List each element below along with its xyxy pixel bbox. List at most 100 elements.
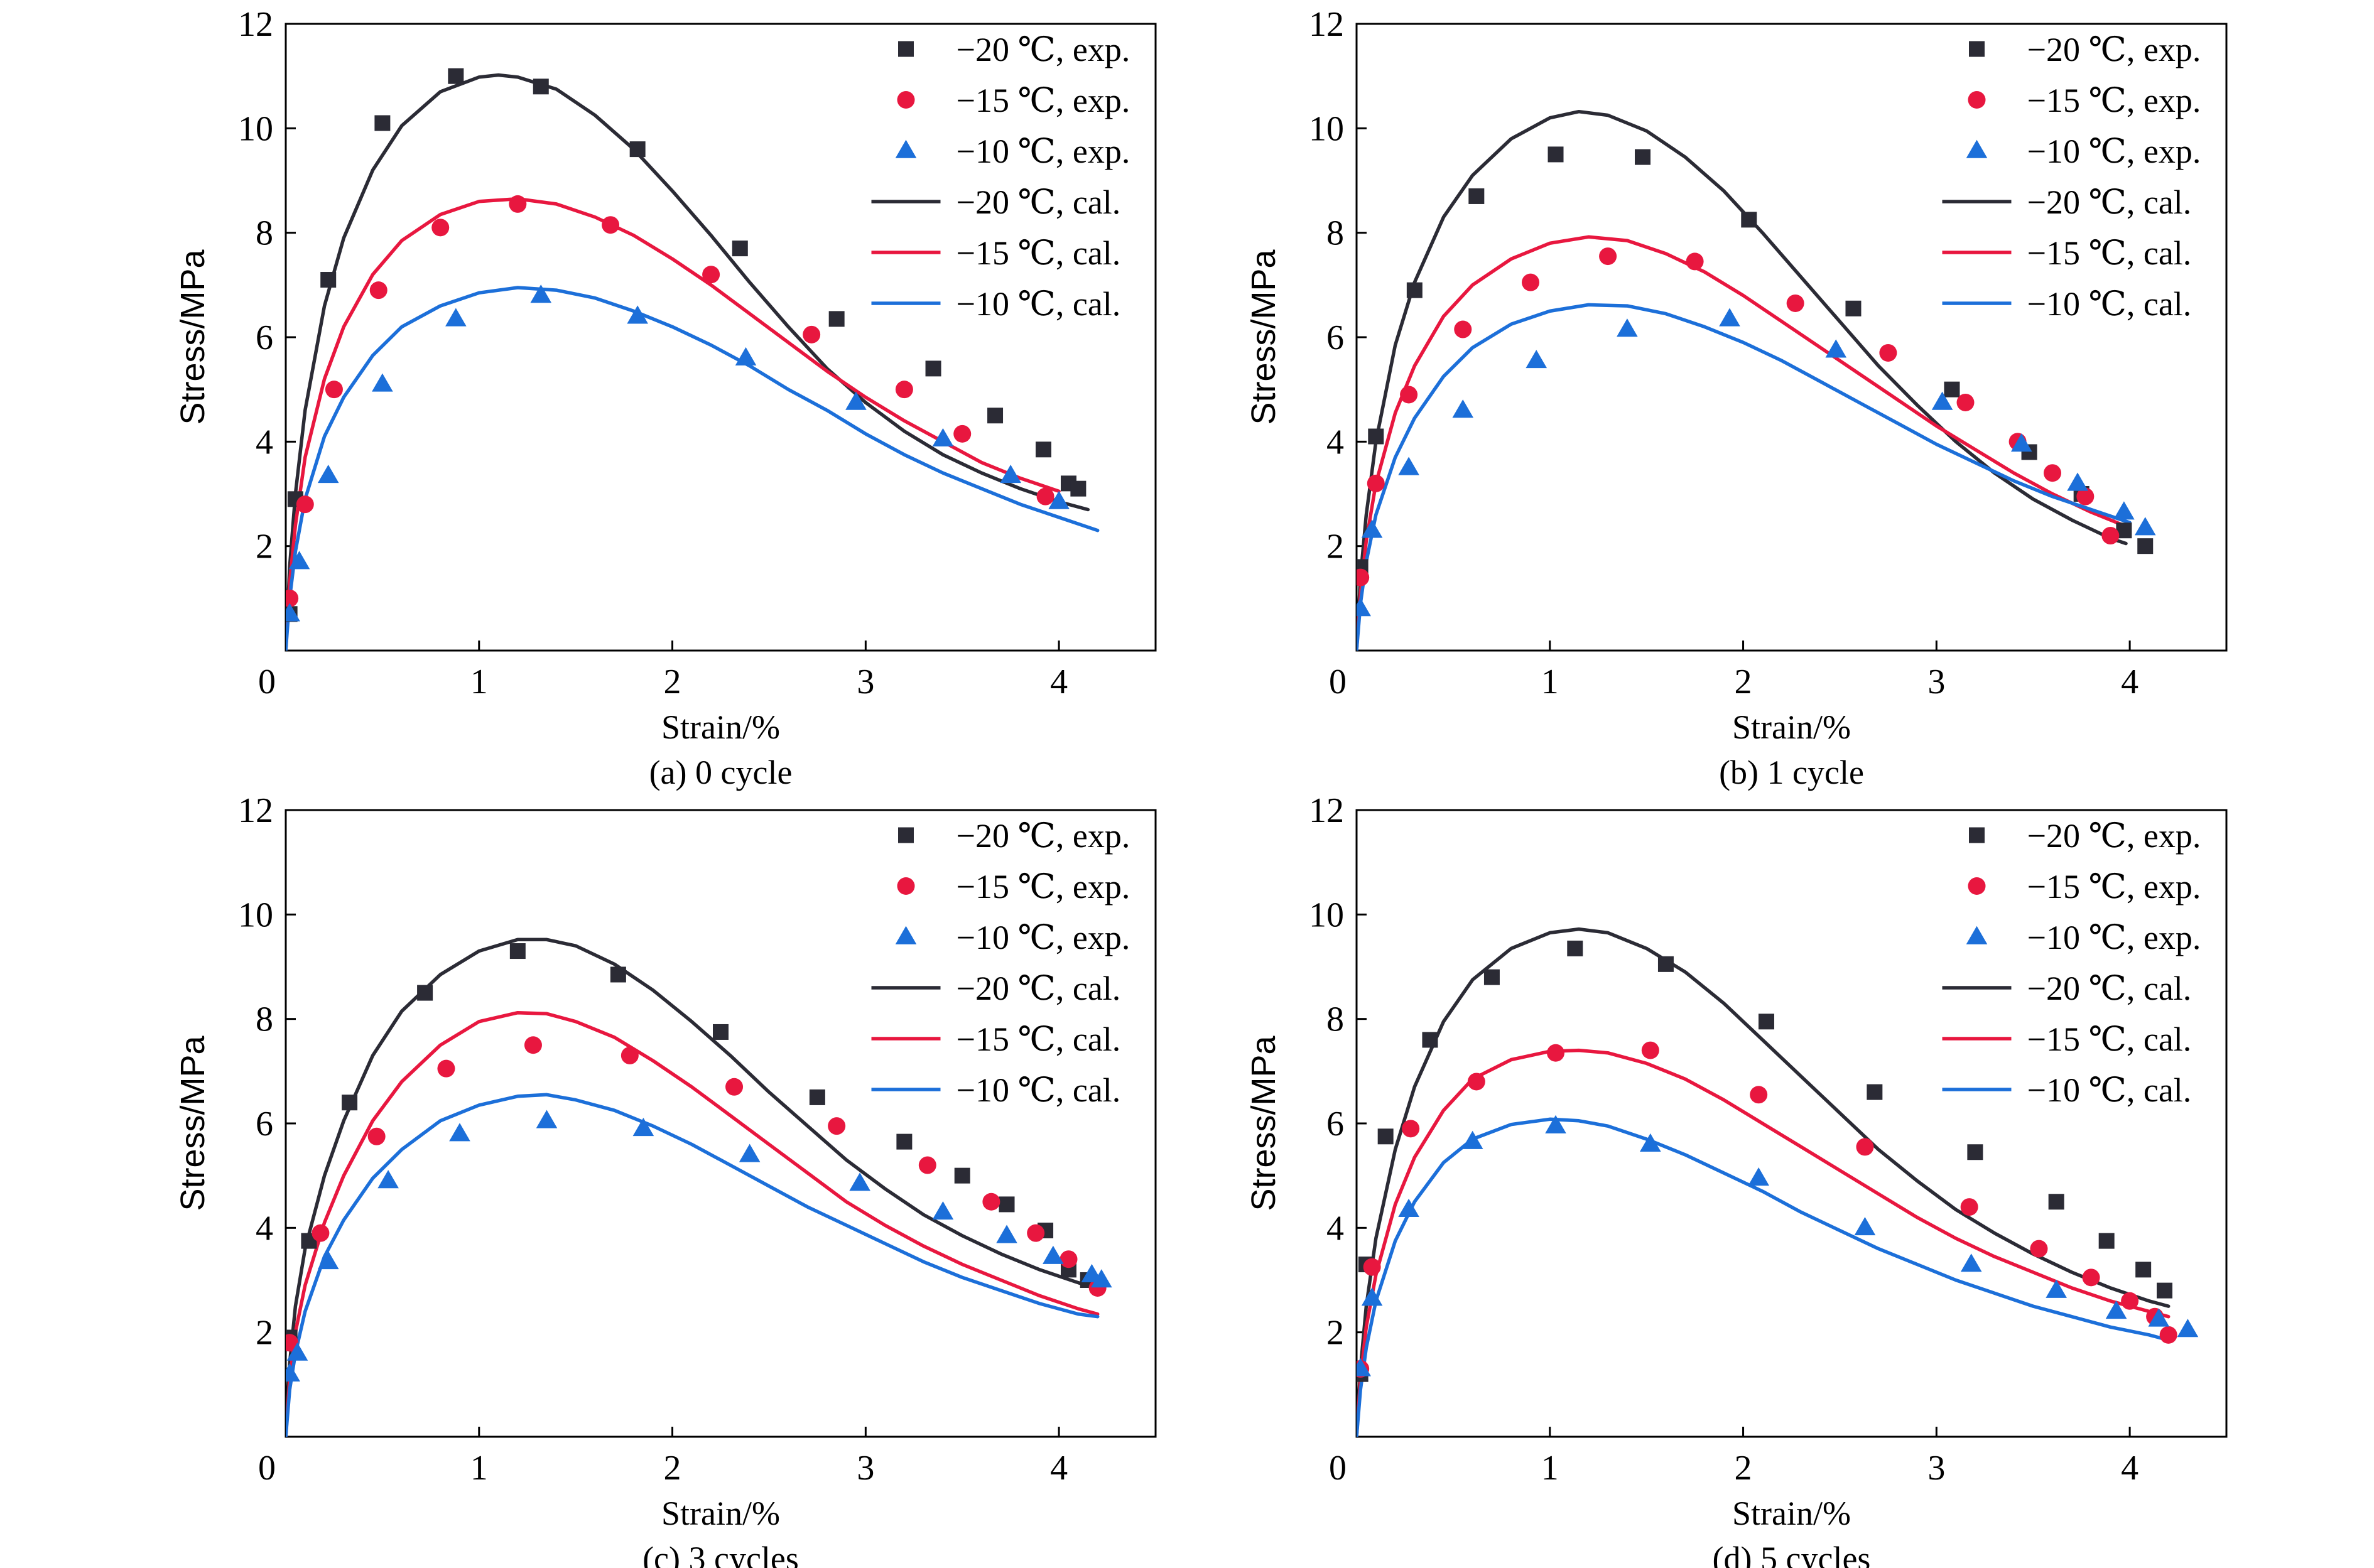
- plot-area: [1357, 109, 2156, 651]
- point-m15-exp: [325, 381, 343, 399]
- curve-m10-cal: [1357, 1117, 2171, 1437]
- point-m10-exp: [627, 305, 648, 324]
- point-m20-exp: [1944, 381, 1960, 397]
- legend-label: −20 ℃, cal.: [2027, 970, 2192, 1007]
- point-m15-exp: [803, 325, 821, 343]
- point-m15-exp: [725, 1078, 744, 1096]
- point-m10-exp: [1748, 1167, 1769, 1186]
- point-m10-exp: [1545, 1115, 1566, 1133]
- x-tick-label: 4: [2121, 1449, 2138, 1488]
- point-m20-exp: [925, 360, 941, 377]
- point-m15-exp: [1357, 568, 1370, 587]
- point-m15-exp: [1547, 1044, 1565, 1062]
- x-tick-label: 3: [1927, 662, 1945, 701]
- point-m15-exp: [509, 195, 527, 213]
- point-m20-exp: [342, 1095, 358, 1111]
- point-m20-exp: [1483, 969, 1500, 985]
- legend: −20 ℃, exp. −15 ℃, exp. −10 ℃, exp. −20 ℃, …: [871, 817, 1130, 1109]
- legend-marker-m10: [895, 926, 917, 944]
- point-m10-exp: [632, 1117, 654, 1137]
- x-axis-title: Strain/%: [661, 1495, 780, 1532]
- legend-label: −15 ℃, exp.: [2027, 82, 2201, 119]
- legend-label: −20 ℃, cal.: [2027, 183, 2192, 221]
- point-m20-exp: [1406, 282, 1423, 298]
- point-m20-exp: [2157, 1282, 2173, 1299]
- point-m15-exp: [1454, 320, 1472, 338]
- point-m20-exp: [509, 943, 526, 960]
- legend-marker-m20: [898, 41, 914, 57]
- y-tick-label: 8: [256, 214, 273, 253]
- point-m15-exp: [602, 216, 620, 234]
- y-tick-label: 12: [238, 5, 273, 44]
- point-m15-exp: [702, 266, 720, 284]
- point-m15-exp: [1363, 1258, 1381, 1276]
- point-m20-exp: [1741, 212, 1757, 228]
- curve-m20-cal: [1357, 927, 2171, 1437]
- point-m10-exp: [849, 1172, 870, 1191]
- point-m10-exp: [932, 1201, 954, 1220]
- point-m10-exp: [1960, 1253, 1982, 1272]
- point-m20-exp: [1377, 1128, 1394, 1145]
- point-m10-exp: [1361, 1287, 1383, 1306]
- y-tick-label: 8: [1326, 1000, 1344, 1039]
- point-m15-exp: [982, 1192, 1000, 1211]
- point-m20-exp: [732, 241, 748, 257]
- y-tick-label: 6: [1326, 318, 1344, 357]
- legend-label: −20 ℃, cal.: [957, 970, 1121, 1007]
- x-tick-label: 2: [1735, 1449, 1752, 1488]
- point-m20-exp: [1867, 1084, 1883, 1100]
- y-axis-title: Stress/MPa: [1245, 249, 1282, 425]
- point-m10-exp: [845, 391, 867, 410]
- y-axis-title: Stress/MPa: [1245, 1035, 1282, 1211]
- point-m20-exp: [809, 1089, 825, 1105]
- point-m20-exp: [2137, 538, 2154, 554]
- point-m10-exp: [2134, 517, 2156, 536]
- y-tick-label: 8: [1326, 214, 1344, 253]
- point-m15-exp: [918, 1156, 936, 1174]
- legend-marker-m20: [1969, 827, 1985, 843]
- point-m20-exp: [954, 1167, 970, 1184]
- point-m15-exp: [1786, 294, 1804, 312]
- point-m10-exp: [2105, 1300, 2127, 1319]
- legend-marker-m20: [1969, 41, 1985, 57]
- point-m15-exp: [286, 589, 299, 607]
- legend-label: −15 ℃, cal.: [2027, 1020, 2192, 1058]
- point-m15-exp: [1956, 393, 1975, 411]
- point-m10-exp: [1361, 519, 1383, 538]
- legend-label: −15 ℃, exp.: [957, 868, 1130, 906]
- point-m20-exp: [1967, 1144, 1983, 1160]
- panel-caption: (d) 5 cycles: [1713, 1540, 1871, 1568]
- point-m15-exp: [2030, 1240, 2048, 1258]
- x-axis-title: Strain/%: [1732, 1495, 1851, 1532]
- point-m10-exp: [932, 428, 954, 446]
- y-tick-label: 2: [1326, 527, 1344, 566]
- point-m15-exp: [621, 1046, 639, 1064]
- origin-tick-label: 0: [258, 1449, 276, 1488]
- legend: −20 ℃, exp. −15 ℃, exp. −10 ℃, exp. −20 ℃, …: [1942, 31, 2201, 323]
- point-m20-exp: [1657, 956, 1674, 972]
- x-tick-label: 2: [664, 1449, 681, 1488]
- point-m10-exp: [2113, 501, 2135, 520]
- y-tick-label: 10: [1309, 895, 1344, 934]
- point-m20-exp: [1547, 146, 1564, 163]
- point-m15-exp: [296, 495, 314, 514]
- x-tick-label: 1: [470, 1449, 488, 1488]
- point-m15-exp: [2076, 487, 2095, 506]
- point-m10-exp: [1452, 399, 1474, 418]
- point-m15-exp: [953, 424, 972, 443]
- legend-label: −10 ℃, cal.: [957, 285, 1121, 323]
- x-tick-label: 2: [1735, 662, 1752, 701]
- y-tick-label: 2: [256, 527, 273, 566]
- y-tick-label: 4: [256, 423, 273, 462]
- point-m20-exp: [1422, 1032, 1438, 1048]
- legend-label: −10 ℃, cal.: [957, 1071, 1121, 1109]
- point-m10-exp: [530, 284, 552, 303]
- legend-label: −15 ℃, cal.: [957, 234, 1121, 272]
- legend: −20 ℃, exp. −15 ℃, exp. −10 ℃, exp. −20 ℃, …: [871, 31, 1130, 323]
- point-m15-exp: [1599, 247, 1617, 266]
- point-m15-exp: [1686, 252, 1704, 271]
- point-m15-exp: [1522, 273, 1539, 291]
- point-m20-exp: [828, 311, 845, 327]
